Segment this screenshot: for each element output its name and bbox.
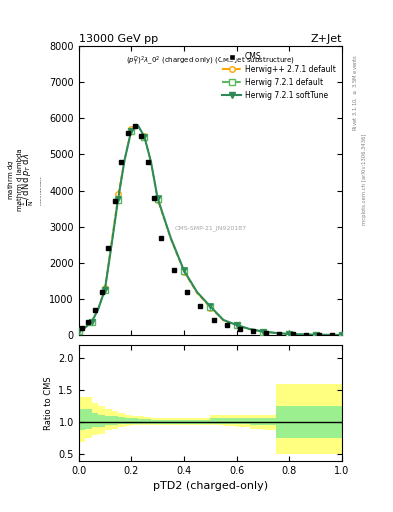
Text: mcplots.cern.ch [arXiv:1306.3436]: mcplots.cern.ch [arXiv:1306.3436] xyxy=(362,134,367,225)
Y-axis label: $\mathbf{1}$ / mathrm d N / mathrm d $p_T$ mathrm d $\lambda$: $\mathbf{1}$ / mathrm d N / mathrm d $p_… xyxy=(38,175,44,206)
Text: CMS-SMP-21_JN920187: CMS-SMP-21_JN920187 xyxy=(174,225,246,231)
X-axis label: pTD2 (charged-only): pTD2 (charged-only) xyxy=(153,481,268,491)
Text: $\frac{1}{\mathrm{N}}\,/\,\mathrm{d}\mathrm{N}\,\mathrm{d}\,p_T\,\mathrm{d}\,\la: $\frac{1}{\mathrm{N}}\,/\,\mathrm{d}\mat… xyxy=(19,152,36,206)
Legend: CMS, Herwig++ 2.7.1 default, Herwig 7.2.1 default, Herwig 7.2.1 softTune: CMS, Herwig++ 2.7.1 default, Herwig 7.2.… xyxy=(220,50,338,102)
Text: mathrm d$^2$N
mathrm d$q$
mathrm d lambda: mathrm d$^2$N mathrm d$q$ mathrm d lambd… xyxy=(0,148,23,210)
Text: $(p_T^D)^2\lambda\_0^2$ (charged only) (CMS jet substructure): $(p_T^D)^2\lambda\_0^2$ (charged only) (… xyxy=(126,55,295,68)
Y-axis label: Ratio to CMS: Ratio to CMS xyxy=(44,376,53,430)
Text: 13000 GeV pp: 13000 GeV pp xyxy=(79,34,158,44)
Text: Rivet 3.1.10, $\geq$ 3.5M events: Rivet 3.1.10, $\geq$ 3.5M events xyxy=(352,54,359,131)
Text: Z+Jet: Z+Jet xyxy=(310,34,342,44)
